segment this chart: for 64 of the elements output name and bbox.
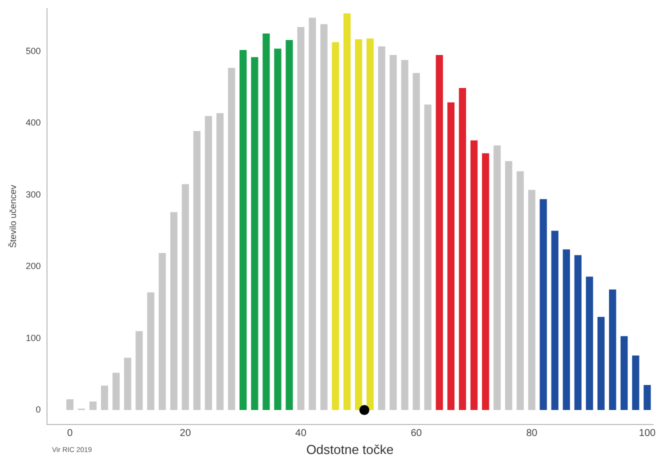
bar: [482, 153, 490, 410]
bar: [494, 145, 501, 410]
bar: [136, 331, 143, 410]
y-tick-label: 500: [26, 46, 41, 56]
y-tick-label: 200: [26, 261, 41, 272]
bar: [540, 199, 547, 410]
bar: [632, 356, 640, 410]
bar: [251, 57, 258, 410]
x-axis-title: Odstotne točke: [306, 442, 394, 457]
bar: [401, 60, 408, 410]
bar: [262, 34, 270, 410]
bar: [551, 230, 558, 410]
bar: [274, 48, 282, 410]
bar: [458, 88, 466, 410]
bar: [320, 24, 328, 410]
bar: [193, 131, 200, 410]
bar: [436, 55, 443, 410]
bar: [505, 161, 512, 410]
y-tick-label: 100: [26, 332, 41, 343]
bar: [297, 27, 304, 410]
bar: [574, 255, 582, 410]
x-tick-label: 40: [295, 428, 307, 440]
bar: [100, 386, 108, 410]
bar: [447, 102, 455, 410]
bar: [620, 336, 628, 410]
bar: [124, 358, 132, 410]
x-tick-label: 20: [180, 428, 192, 440]
bar: [89, 401, 97, 410]
bar: [562, 249, 570, 410]
y-tick-label: 300: [26, 189, 41, 200]
bar: [354, 39, 362, 410]
bar: [343, 13, 351, 410]
bar: [586, 276, 594, 410]
bar: [228, 68, 236, 410]
bar: [240, 50, 247, 410]
bar: [204, 116, 212, 410]
bar: [412, 72, 420, 410]
y-axis-title: Število učencev: [8, 184, 18, 248]
bar: [170, 212, 178, 410]
bar: [378, 46, 386, 410]
bar: [332, 42, 340, 410]
x-tick-label: 60: [410, 428, 422, 440]
bar: [216, 113, 224, 410]
bar: [182, 184, 189, 410]
x-tick-label: 100: [638, 428, 656, 440]
bar: [516, 171, 524, 410]
bar: [66, 399, 74, 410]
bar: [390, 55, 397, 410]
bar: [597, 316, 605, 410]
bar: [147, 292, 154, 410]
x-tick-label: 0: [67, 428, 74, 440]
bar: [644, 384, 651, 410]
bar: [528, 190, 536, 410]
bar: [424, 104, 432, 410]
bar: [286, 40, 293, 410]
bar: [609, 290, 616, 410]
x-tick-label: 80: [526, 428, 538, 440]
bar: [366, 38, 374, 410]
bar: [158, 252, 166, 410]
y-tick-label: 400: [26, 118, 41, 128]
bar: [112, 372, 120, 410]
y-tick-label: 0: [36, 404, 41, 415]
bar: [470, 140, 478, 410]
bar: [308, 18, 316, 410]
